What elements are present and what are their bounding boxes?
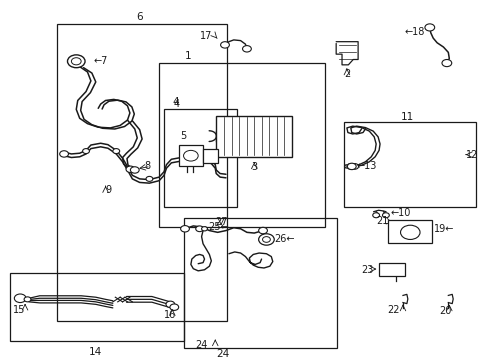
Bar	[378, 263, 405, 276]
Bar	[57, 24, 227, 321]
Text: 17: 17	[200, 31, 212, 41]
Circle shape	[165, 301, 174, 307]
Circle shape	[60, 151, 68, 157]
Circle shape	[400, 225, 419, 239]
Circle shape	[24, 297, 31, 302]
Circle shape	[126, 166, 135, 172]
Text: 11: 11	[401, 112, 414, 122]
Circle shape	[14, 294, 26, 302]
Text: 4: 4	[173, 99, 179, 109]
Text: 24: 24	[195, 339, 207, 350]
Text: 21: 21	[375, 216, 387, 226]
Bar	[163, 109, 237, 207]
Text: 6: 6	[136, 12, 142, 22]
Text: 14: 14	[89, 347, 102, 357]
Circle shape	[258, 228, 267, 234]
Text: ←10: ←10	[390, 208, 410, 218]
Circle shape	[350, 163, 358, 169]
Circle shape	[372, 213, 379, 218]
Circle shape	[346, 163, 355, 170]
Circle shape	[382, 213, 388, 218]
Circle shape	[242, 46, 251, 52]
Text: 26←: 26←	[274, 234, 295, 244]
Text: 4: 4	[173, 97, 179, 107]
Bar	[344, 122, 475, 207]
Text: 16: 16	[164, 310, 176, 320]
Circle shape	[395, 222, 404, 229]
Text: 23: 23	[361, 265, 373, 275]
Circle shape	[71, 58, 81, 65]
Circle shape	[258, 234, 274, 245]
Circle shape	[201, 227, 207, 231]
Circle shape	[220, 42, 229, 48]
Circle shape	[262, 237, 270, 242]
Circle shape	[180, 226, 189, 232]
Circle shape	[146, 176, 153, 181]
Bar	[203, 149, 217, 163]
Text: 25←: 25←	[207, 222, 228, 232]
Circle shape	[195, 226, 203, 231]
Circle shape	[130, 167, 139, 173]
Text: ←13: ←13	[356, 161, 376, 171]
Bar	[216, 116, 291, 157]
Text: ←18: ←18	[404, 27, 424, 37]
Text: 15: 15	[13, 305, 25, 315]
Bar	[387, 220, 431, 243]
Text: 2: 2	[343, 69, 349, 79]
Circle shape	[441, 59, 451, 67]
Text: 8: 8	[144, 161, 150, 171]
Circle shape	[183, 150, 198, 161]
Text: 19←: 19←	[433, 224, 453, 234]
Circle shape	[82, 149, 89, 154]
Circle shape	[346, 163, 354, 169]
Text: 5: 5	[180, 131, 186, 141]
Text: ←7: ←7	[93, 56, 107, 66]
Bar	[10, 273, 183, 341]
Circle shape	[67, 55, 85, 68]
Text: 24: 24	[216, 348, 229, 359]
Bar	[183, 218, 336, 348]
Text: 1: 1	[185, 51, 191, 61]
Circle shape	[169, 304, 178, 310]
Text: 12: 12	[466, 150, 478, 159]
Circle shape	[113, 149, 120, 154]
Text: 27: 27	[214, 217, 227, 227]
Bar	[178, 145, 203, 166]
Text: 9: 9	[105, 185, 111, 195]
Text: 20: 20	[439, 306, 451, 316]
Bar	[159, 63, 325, 227]
Text: 22: 22	[386, 305, 399, 315]
Circle shape	[424, 24, 434, 31]
Text: 3: 3	[251, 162, 257, 172]
